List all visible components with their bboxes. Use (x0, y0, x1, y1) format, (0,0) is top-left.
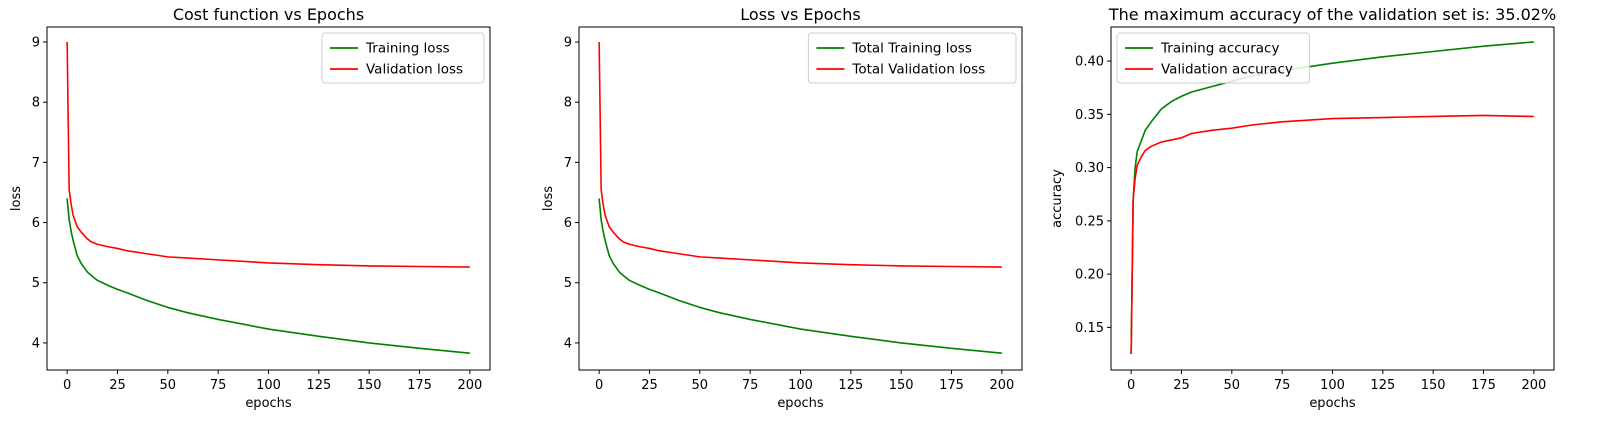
y-tick-label: 8 (32, 96, 40, 111)
y-tick-label: 7 (32, 156, 40, 171)
x-tick-label: 25 (1173, 378, 1190, 393)
chart-title: Loss vs Epochs (740, 5, 860, 24)
series-line-validation-accuracy (1130, 114, 1534, 355)
y-tick-label: 9 (32, 36, 40, 51)
y-tick-label: 8 (564, 96, 572, 111)
legend-box (1116, 32, 1310, 84)
legend-label: Total Validation loss (851, 62, 985, 78)
x-tick-label: 100 (1320, 378, 1345, 393)
y-tick-label: 9 (564, 36, 572, 51)
y-tick-label: 7 (564, 156, 572, 171)
x-tick-label: 175 (939, 378, 964, 393)
legend-label: Total Training loss (851, 41, 971, 57)
x-tick-label: 50 (692, 378, 709, 393)
y-axis-label: loss (541, 186, 556, 211)
chart-panel-1: 0 25 50 75 100 125 150 175 200 4 5 6 7 8 9 Cost functio… (9, 5, 491, 411)
y-tick-label: 0.35 (1075, 108, 1104, 123)
y-tick-label: 0.30 (1075, 161, 1104, 176)
y-axis-label: loss (9, 186, 24, 211)
legend-box (807, 32, 1017, 84)
chart-panel-3: 0 25 50 75 100 125 150 175 200 0.15 0.20 0.25 0.30 0.… (1050, 5, 1556, 411)
x-tick-label: 25 (641, 378, 658, 393)
series-line-validation-loss (66, 42, 470, 268)
x-tick-label: 125 (1370, 378, 1395, 393)
x-tick-label: 125 (838, 378, 863, 393)
x-tick-label: 175 (1471, 378, 1496, 393)
x-tick-label: 125 (306, 378, 331, 393)
y-tick-label: 6 (32, 216, 40, 231)
x-tick-label: 0 (1127, 378, 1135, 393)
y-tick-label: 0.40 (1075, 55, 1104, 70)
x-tick-label: 200 (1521, 378, 1546, 393)
series-line-training-accuracy (1130, 41, 1534, 355)
legend: Training accuracy Validation accuracy (1116, 32, 1310, 84)
x-tick-label: 175 (407, 378, 432, 393)
y-axis-label: accuracy (1050, 169, 1065, 228)
y-tick-label: 6 (564, 216, 572, 231)
x-axis-label: epochs (1309, 396, 1356, 411)
legend: Total Training loss Total Validation loss (807, 32, 1017, 84)
x-tick-label: 0 (63, 378, 71, 393)
x-axis-label: epochs (777, 396, 824, 411)
legend-label: Validation loss (366, 62, 463, 78)
y-tick-label: 0.20 (1075, 268, 1104, 283)
y-tick-label: 4 (32, 336, 40, 351)
x-axis-label: epochs (245, 396, 292, 411)
legend-label: Validation accuracy (1161, 62, 1293, 78)
chart-panel-2: 0 25 50 75 100 125 150 175 200 4 5 6 7 8 9 Loss vs Epoc… (541, 5, 1023, 411)
x-tick-label: 150 (889, 378, 914, 393)
legend-label: Training loss (365, 41, 450, 57)
legend: Training loss Validation loss (321, 32, 485, 84)
y-tick-label: 5 (564, 276, 572, 291)
y-tick-label: 4 (564, 336, 572, 351)
x-tick-label: 100 (788, 378, 813, 393)
chart-title: The maximum accuracy of the validation s… (1108, 5, 1556, 24)
x-tick-label: 75 (1274, 378, 1291, 393)
x-tick-label: 50 (1224, 378, 1241, 393)
x-tick-label: 200 (989, 378, 1014, 393)
x-tick-label: 100 (256, 378, 281, 393)
x-tick-label: 150 (357, 378, 382, 393)
x-tick-label: 75 (742, 378, 759, 393)
series-line-training-loss (66, 198, 470, 354)
series-line-total-training-loss (598, 198, 1002, 354)
legend-label: Training accuracy (1160, 41, 1279, 57)
series-line-total-validation-loss (598, 42, 1002, 268)
x-tick-label: 200 (457, 378, 482, 393)
chart-title: Cost function vs Epochs (173, 5, 364, 24)
x-tick-label: 150 (1421, 378, 1446, 393)
x-tick-label: 25 (109, 378, 126, 393)
y-tick-label: 5 (32, 276, 40, 291)
x-tick-label: 75 (210, 378, 227, 393)
x-tick-label: 0 (595, 378, 603, 393)
legend-box (321, 32, 485, 84)
x-tick-label: 50 (160, 378, 177, 393)
y-tick-label: 0.25 (1075, 214, 1104, 229)
y-tick-label: 0.15 (1075, 321, 1104, 336)
